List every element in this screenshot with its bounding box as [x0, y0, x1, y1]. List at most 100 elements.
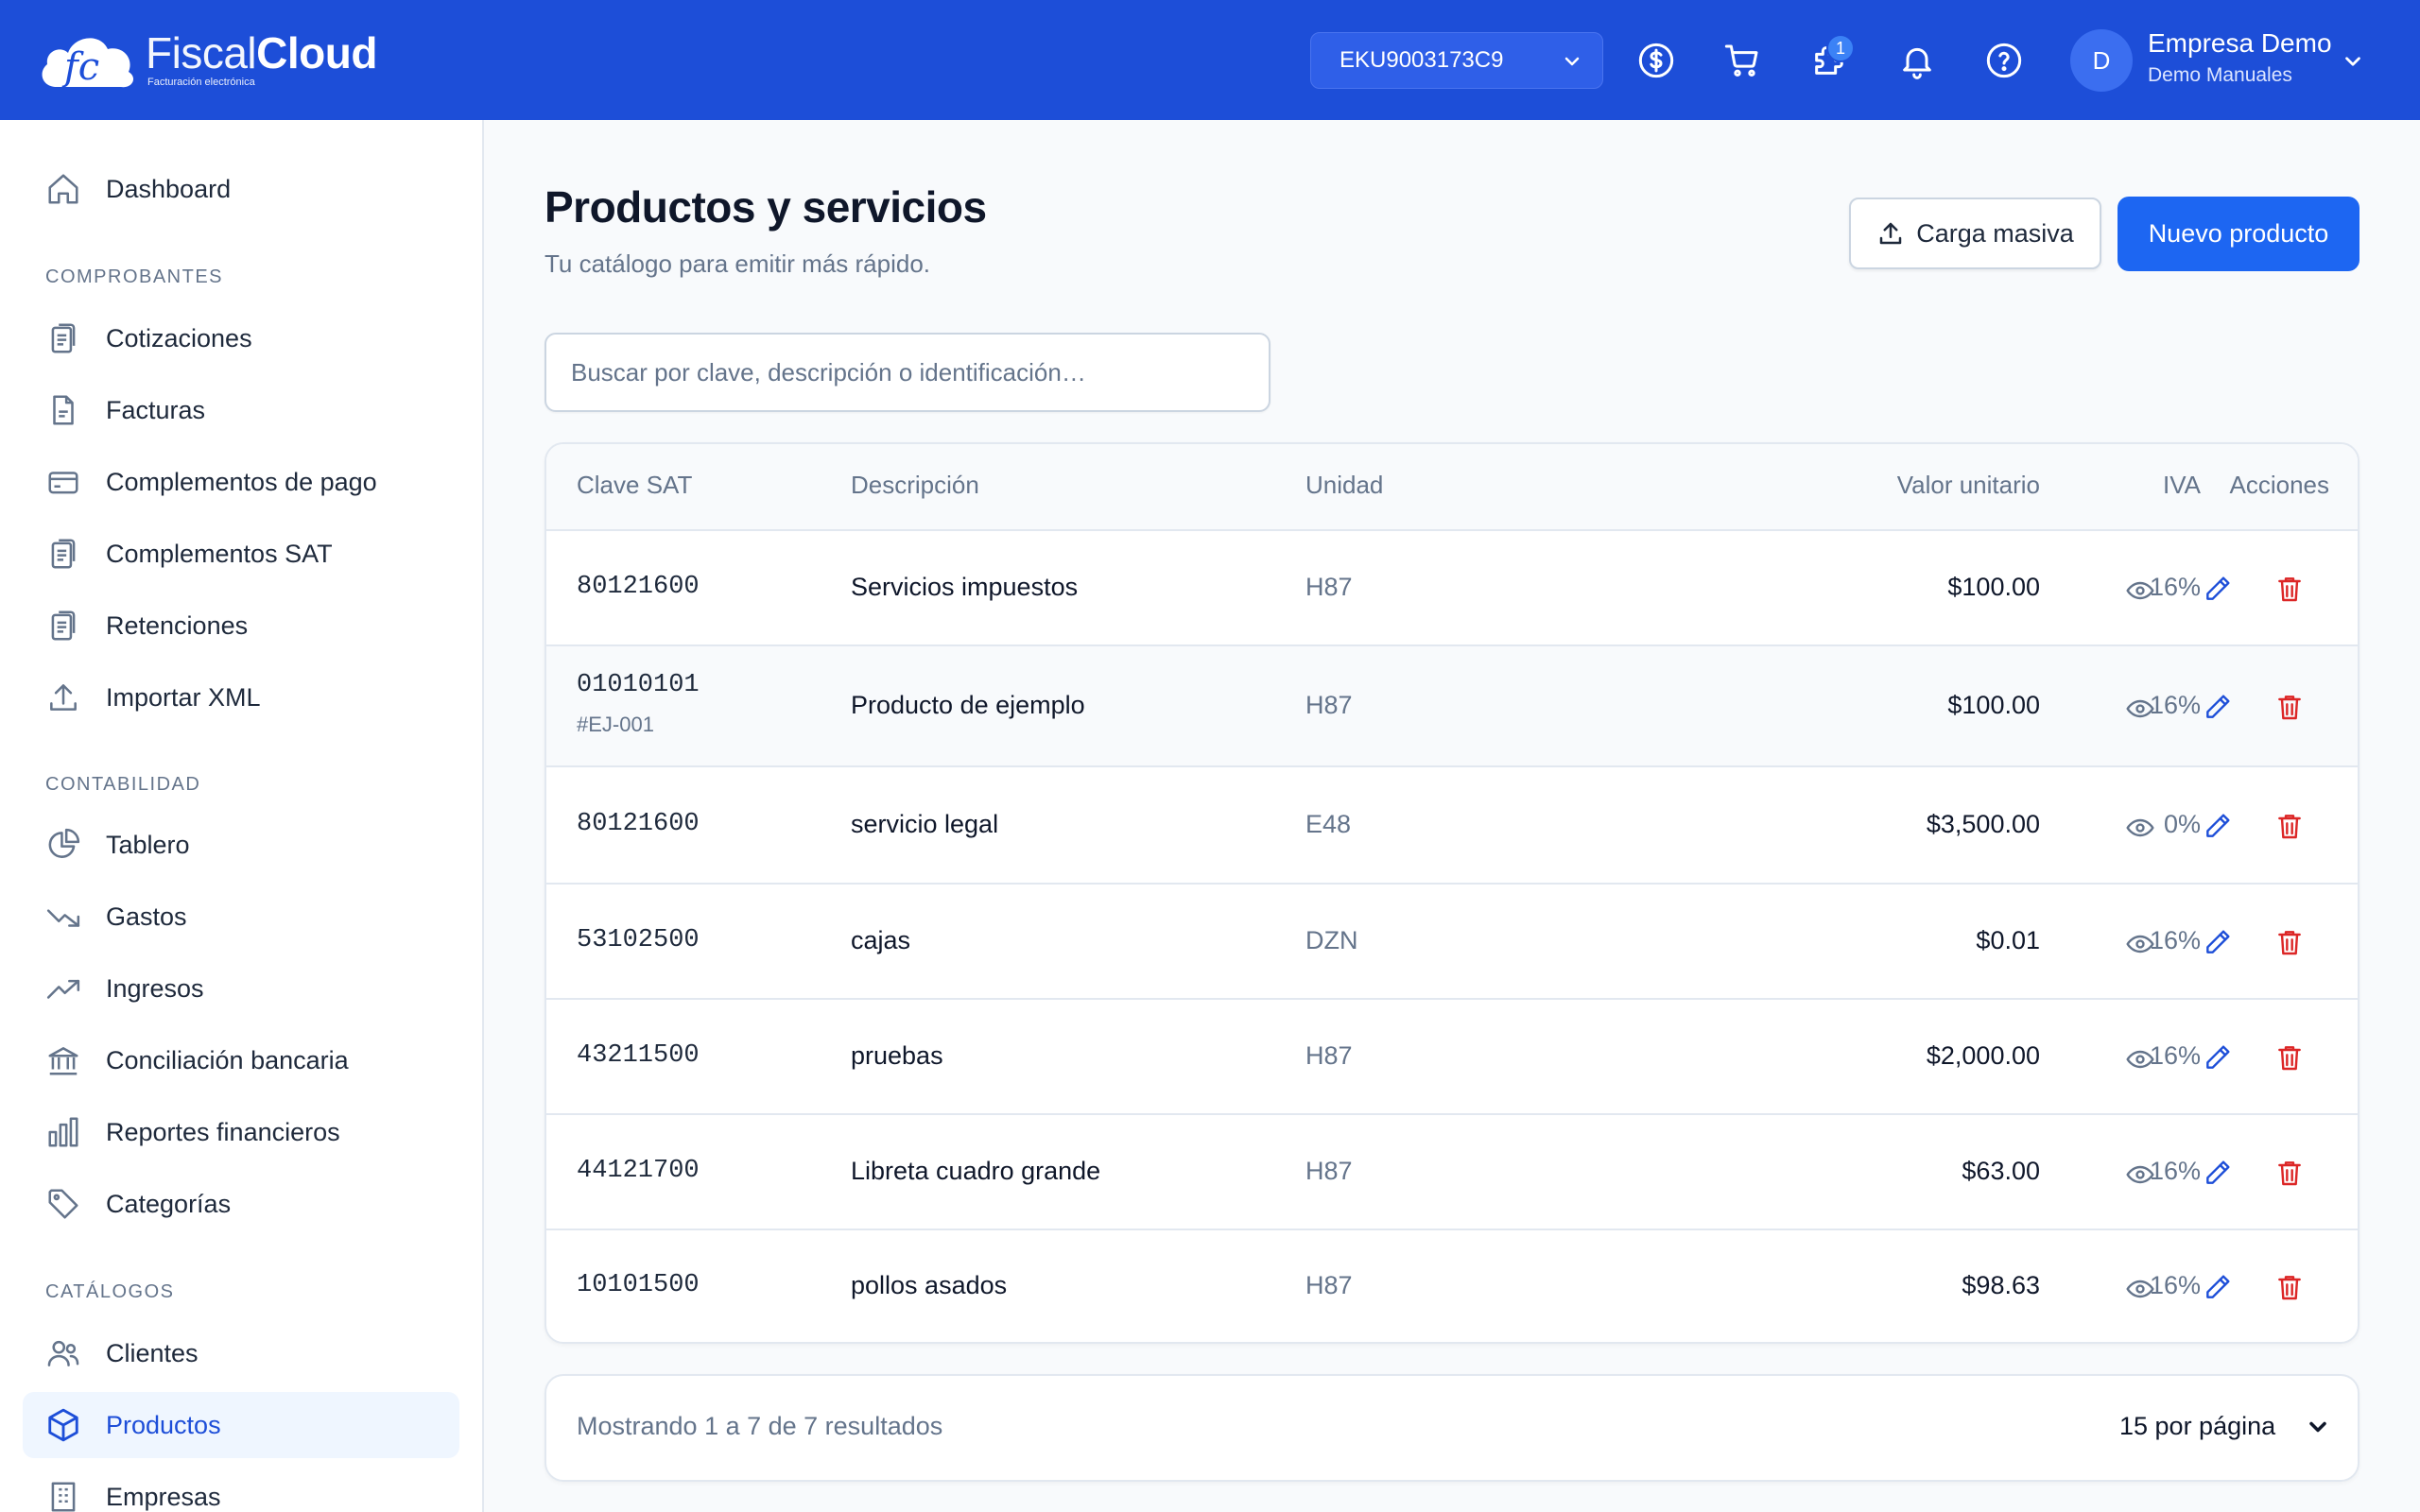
top-header: fc FiscalCloud Facturación electrónica E… — [0, 0, 2420, 120]
product-description: pruebas — [851, 1041, 943, 1070]
iva-rate: 16% — [2149, 1271, 2201, 1299]
column-header-clave[interactable]: Clave SAT — [577, 471, 693, 499]
sidebar-item-label: Retenciones — [106, 610, 249, 640]
sidebar-item-cotizaciones[interactable]: Cotizaciones — [23, 305, 459, 371]
sidebar-item-gastos[interactable]: Gastos — [23, 884, 459, 950]
puzzle-icon[interactable] — [1810, 42, 1848, 79]
sidebar-item-importar-xml[interactable]: Importar XML — [23, 664, 459, 730]
eye-icon[interactable] — [2125, 1274, 2155, 1304]
sidebar-item-complementos-sat[interactable]: Complementos SAT — [23, 521, 459, 587]
new-product-button[interactable]: Nuevo producto — [2118, 197, 2360, 271]
iva-rate: 16% — [2149, 1157, 2201, 1185]
pencil-icon[interactable] — [2203, 1158, 2233, 1188]
clave-sat: 80121600 — [577, 810, 700, 838]
trash-icon[interactable] — [2274, 1042, 2305, 1073]
rfc-selected-value: EKU9003173C9 — [1340, 47, 1504, 73]
section-label-comprobantes: COMPROBANTES — [45, 266, 224, 287]
product-unit: E48 — [1305, 810, 1352, 838]
eye-icon[interactable] — [2125, 576, 2155, 606]
clipboard-icon — [51, 610, 76, 641]
table-row[interactable]: 01010101 #EJ-001 Producto de ejemplo H87 $10… — [546, 646, 2358, 767]
product-unit: H87 — [1305, 1271, 1353, 1299]
eye-icon[interactable] — [2125, 694, 2155, 724]
clipboard-icon — [51, 539, 76, 569]
bell-icon[interactable] — [1898, 42, 1936, 79]
column-header-descripcion[interactable]: Descripción — [851, 471, 979, 499]
trash-icon[interactable] — [2274, 574, 2305, 604]
building-icon — [51, 1482, 76, 1512]
unit-price: $3,500.00 — [1926, 810, 2040, 838]
credit-card-icon — [48, 472, 78, 494]
table-row[interactable]: 80121600 servicio legal E48 $3,500.00 0% — [546, 767, 2358, 885]
pencil-icon[interactable] — [2203, 811, 2233, 841]
user-name[interactable]: Empresa Demo — [2148, 28, 2332, 58]
clave-sat: 80121600 — [577, 573, 700, 601]
brand-logo[interactable]: fc FiscalCloud Facturación electrónica — [36, 26, 377, 93]
sidebar-item-facturas[interactable]: Facturas — [23, 377, 459, 443]
sidebar-item-complementos-pago[interactable]: Complementos de pago — [23, 449, 459, 515]
per-page-select[interactable]: 15 por página — [2119, 1412, 2276, 1440]
product-description: cajas — [851, 926, 911, 954]
sidebar-item-empresas[interactable]: Empresas — [23, 1464, 459, 1512]
table-row[interactable]: 53102500 cajas DZN $0.01 16% — [546, 885, 2358, 1000]
column-header-valor[interactable]: Valor unitario — [1896, 471, 2040, 499]
table-row[interactable]: 10101500 pollos asados H87 $98.63 16% — [546, 1230, 2358, 1342]
dollar-icon[interactable] — [1637, 42, 1675, 79]
product-description: Servicios impuestos — [851, 573, 1079, 601]
sidebar-item-label: Ingresos — [106, 973, 204, 1003]
column-header-acciones: Acciones — [2229, 471, 2330, 499]
rfc-selector[interactable]: EKU9003173C9 — [1310, 32, 1603, 89]
trash-icon[interactable] — [2274, 927, 2305, 957]
column-header-iva[interactable]: IVA — [2163, 471, 2201, 499]
user-subtitle: Demo Manuales — [2148, 64, 2292, 86]
user-avatar[interactable]: D — [2070, 29, 2133, 92]
pencil-icon[interactable] — [2203, 574, 2233, 604]
sidebar-item-ingresos[interactable]: Ingresos — [23, 955, 459, 1022]
clave-sat: 01010101 — [577, 671, 700, 699]
eye-icon[interactable] — [2125, 813, 2155, 843]
sidebar-item-tablero[interactable]: Tablero — [23, 812, 459, 878]
sidebar-item-categorias[interactable]: Categorías — [23, 1171, 459, 1237]
search-input[interactable] — [544, 333, 1270, 412]
sidebar-item-clientes[interactable]: Clientes — [23, 1320, 459, 1386]
sidebar-item-retenciones[interactable]: Retenciones — [23, 593, 459, 659]
unit-price: $0.01 — [1976, 926, 2040, 954]
bar-chart-icon — [48, 1117, 78, 1147]
product-unit: H87 — [1305, 1157, 1353, 1185]
trash-icon[interactable] — [2274, 1158, 2305, 1188]
table-row[interactable]: 44121700 Libreta cuadro grande H87 $63.00 16… — [546, 1115, 2358, 1230]
sidebar-item-productos[interactable]: Productos — [23, 1392, 459, 1458]
sidebar-item-label: Productos — [106, 1410, 221, 1439]
unit-price: $100.00 — [1947, 691, 2040, 719]
eye-icon[interactable] — [2125, 1044, 2155, 1074]
table-row[interactable]: 43211500 pruebas H87 $2,000.00 16% — [546, 1000, 2358, 1115]
trash-icon[interactable] — [2274, 1272, 2305, 1302]
upload-icon — [1879, 222, 1902, 245]
pie-chart-icon — [48, 828, 80, 858]
bulk-upload-button[interactable]: Carga masiva — [1849, 198, 2101, 269]
sidebar-item-dashboard[interactable]: Dashboard — [23, 156, 459, 222]
trash-icon[interactable] — [2274, 811, 2305, 841]
trash-icon[interactable] — [2274, 692, 2305, 722]
pencil-icon[interactable] — [2203, 1272, 2233, 1302]
table-row[interactable]: 80121600 Servicios impuestos H87 $100.00 16% — [546, 531, 2358, 646]
unit-price: $63.00 — [1962, 1157, 2040, 1185]
sidebar-item-reportes[interactable]: Reportes financieros — [23, 1099, 459, 1165]
chevron-down-icon[interactable] — [2341, 49, 2365, 74]
brand-name-bold: Cloud — [256, 28, 377, 77]
eye-icon[interactable] — [2125, 1160, 2155, 1190]
pencil-icon[interactable] — [2203, 1042, 2233, 1073]
product-description: pollos asados — [851, 1271, 1008, 1299]
eye-icon[interactable] — [2125, 929, 2155, 959]
help-icon[interactable] — [1985, 42, 2023, 79]
chevron-down-icon[interactable] — [2305, 1414, 2331, 1440]
column-header-unidad[interactable]: Unidad — [1305, 471, 1384, 499]
sidebar-item-conciliacion[interactable]: Conciliación bancaria — [23, 1027, 459, 1093]
iva-rate: 0% — [2163, 810, 2201, 838]
shopping-cart-icon[interactable] — [1723, 42, 1761, 79]
iva-rate: 16% — [2149, 573, 2201, 601]
product-description: Libreta cuadro grande — [851, 1157, 1101, 1185]
clave-sat: 53102500 — [577, 926, 700, 954]
pencil-icon[interactable] — [2203, 692, 2233, 722]
pencil-icon[interactable] — [2203, 927, 2233, 957]
